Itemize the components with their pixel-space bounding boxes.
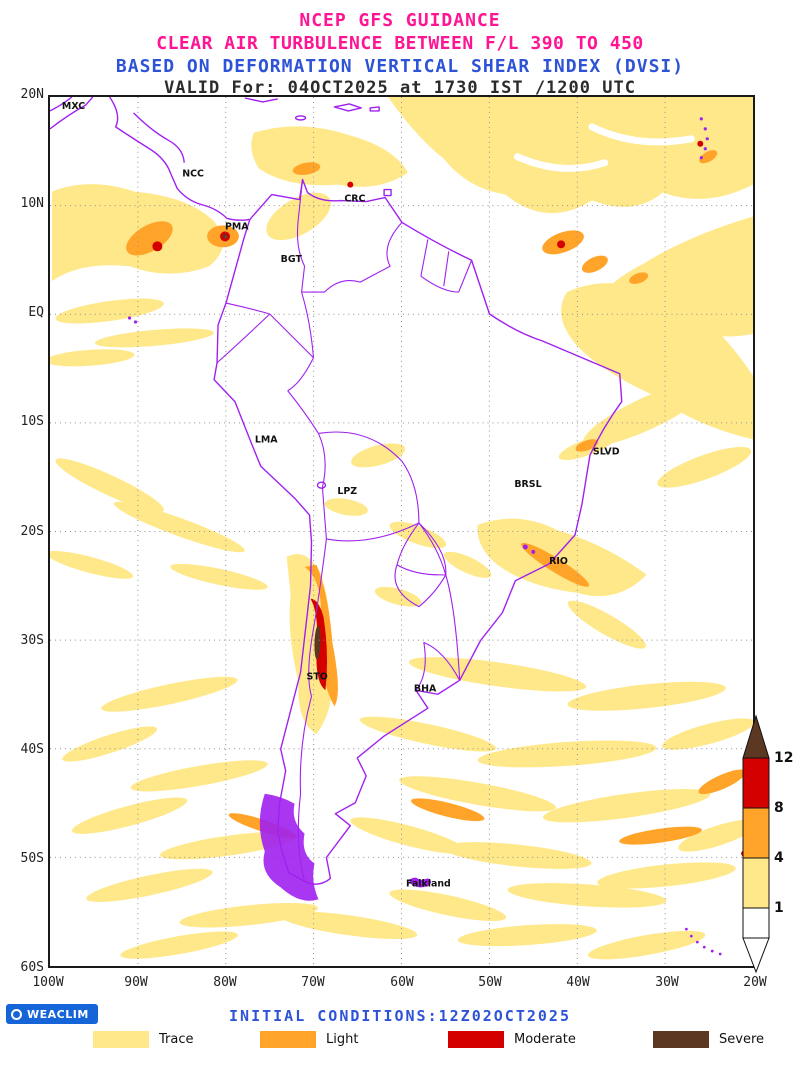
hispaniola [333,103,362,112]
central-america-north-coast [133,112,185,163]
latlon-grid-layer [50,97,753,966]
colorbar-moderate-segment [742,757,770,809]
x-axis-label-100w: 100W [32,975,64,990]
central-america-coast [109,97,250,221]
patagonian-fjords [259,793,319,901]
borders-guianas [420,239,473,293]
border-chile-argentina [297,538,327,882]
station-label-falkland: Falkland [406,878,451,889]
weaclim-logo: WEACLIM [6,1004,98,1024]
y-axis-label-50s: 50S [20,851,44,866]
border-venezuela-south [301,222,403,293]
colorbar-label-12: 12 [774,750,793,766]
station-label-lma: LMA [255,434,278,445]
map-svg: MXC NCC PMA CRC BGT LMA LPZ SLVD BRSL RI… [50,97,753,966]
colorbar-label-8: 8 [774,800,784,816]
x-axis-label-50w: 50W [478,975,502,990]
station-label-ncc: NCC [182,169,204,180]
y-axis-label-20s: 20S [20,524,44,539]
x-axis-label-80w: 80W [213,975,237,990]
borders-bolivia [317,431,420,542]
y-axis-label-10s: 10S [20,414,44,429]
legend-item-moderate: Moderate [448,1031,576,1048]
x-axis-label-40w: 40W [566,975,590,990]
station-label-pma: PMA [225,221,249,232]
legend-swatch-trace [93,1031,149,1048]
lake-titicaca [316,481,327,489]
station-label-slvd: SLVD [593,446,620,457]
x-axis-label-70w: 70W [301,975,325,990]
small-islands-layer [127,117,722,956]
legend-label-severe: Severe [719,1032,764,1047]
station-label-brsl: BRSL [514,479,541,490]
x-axis-label-90w: 90W [124,975,148,990]
x-axis-label-30w: 30W [655,975,679,990]
colorbar-severe-triangle [742,714,770,759]
title-product: CLEAR AIR TURBULENCE BETWEEN F/L 390 TO … [156,33,644,54]
station-label-lpz: LPZ [337,486,357,497]
station-label-bha: BHA [414,683,437,694]
colorbar-low-triangle [742,937,770,974]
title-model: NCEP GFS GUIDANCE [299,10,501,31]
legend-swatch-severe [653,1031,709,1048]
falkland-islands [409,877,432,888]
legend-item-light: Light [260,1031,358,1048]
legend-label-light: Light [326,1032,359,1047]
legend-label-trace: Trace [159,1032,194,1047]
weaclim-logo-icon [11,1008,22,1020]
colorbar-below-segment [742,907,770,939]
colorbar-light-segment [742,807,770,859]
x-axis-label-20w: 20W [743,975,767,990]
trace-texture-breaks [513,123,695,172]
station-label-mxc: MXC [62,101,85,112]
map-plot-area: MXC NCC PMA CRC BGT LMA LPZ SLVD BRSL RI… [48,95,755,968]
legend-item-severe: Severe [653,1031,764,1048]
galapagos [127,316,132,320]
initial-conditions-text: INITIAL CONDITIONS:12Z02OCT2025 [229,1007,571,1025]
colorbar: 12 8 4 1 [742,714,793,974]
station-label-rio: RIO [549,556,568,567]
puerto-rico [369,106,380,112]
legend-item-trace: Trace [93,1031,194,1048]
colorbar-trace-segment [742,857,770,909]
borders-ecuador [216,302,271,364]
y-axis-label-eq: EQ [28,305,44,320]
legend-swatch-moderate [448,1031,504,1048]
country-borders-layer [50,97,623,885]
y-axis-label-40s: 40S [20,742,44,757]
colorbar-label-1: 1 [774,900,784,916]
border-venezuela-colombia [296,179,306,293]
y-axis-label-10n: 10N [20,196,44,211]
station-label-bgt: BGT [281,254,303,265]
borders-brazil-south-uruguay [415,522,461,691]
jamaica [294,115,307,121]
severe-shading-layer [222,234,321,660]
borders-paraguay [394,522,447,608]
legend-label-moderate: Moderate [514,1032,576,1047]
colorbar-label-4: 4 [774,850,784,866]
title-method: BASED ON DEFORMATION VERTICAL SHEAR INDE… [115,56,685,77]
station-label-sto: STO [307,671,328,682]
station-labels-layer: MXC NCC PMA CRC BGT LMA LPZ SLVD BRSL RI… [62,101,620,889]
station-label-crc: CRC [344,194,365,205]
y-axis-label-30s: 30S [20,633,44,648]
borders-peru-colombia-brazil [269,291,319,434]
cuba-coast [244,97,278,103]
x-axis-label-60w: 60W [390,975,414,990]
weaclim-logo-text: WEACLIM [27,1007,89,1021]
title-valid-time: VALID For: 04OCT2025 at 1730 IST /1200 U… [164,78,636,98]
y-axis-label-60s: 60S [20,960,44,975]
mexico-coast [50,97,94,130]
trinidad [383,188,392,197]
legend-swatch-light [260,1031,316,1048]
y-axis-label-20n: 20N [20,87,44,102]
trace-shading-layer [50,97,753,960]
